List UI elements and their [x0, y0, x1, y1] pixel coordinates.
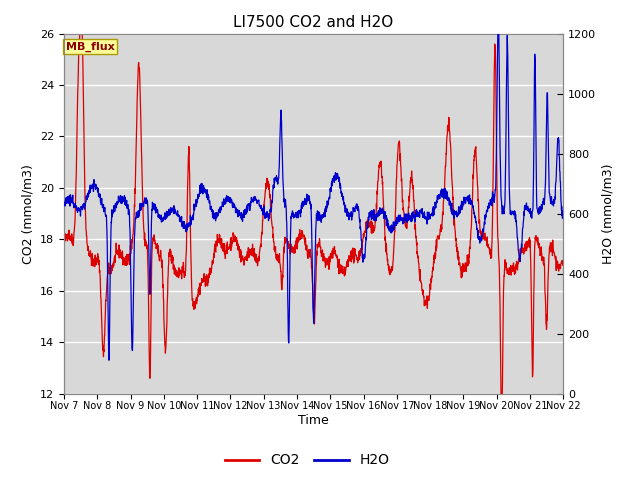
H2O — [545, 190, 553, 195]
H2O — [454, 210, 461, 216]
H2O — [303, 192, 311, 197]
H2O — [86, 190, 93, 196]
CO2 — [77, 14, 84, 20]
Text: MB_flux: MB_flux — [66, 41, 115, 51]
CO2 — [60, 239, 68, 245]
H2O — [60, 202, 68, 208]
CO2 — [545, 251, 553, 256]
Title: LI7500 CO2 and H2O: LI7500 CO2 and H2O — [234, 15, 394, 30]
Y-axis label: H2O (mmol/m3): H2O (mmol/m3) — [602, 163, 615, 264]
CO2 — [559, 261, 567, 266]
CO2 — [290, 244, 298, 250]
H2O — [495, 16, 502, 22]
Legend: CO2, H2O: CO2, H2O — [219, 448, 396, 473]
Line: H2O: H2O — [64, 19, 563, 360]
H2O — [545, 177, 553, 183]
Y-axis label: CO2 (mmol/m3): CO2 (mmol/m3) — [22, 164, 35, 264]
Line: CO2: CO2 — [64, 17, 563, 394]
H2O — [559, 211, 567, 216]
H2O — [105, 357, 113, 363]
X-axis label: Time: Time — [298, 414, 329, 427]
CO2 — [86, 253, 93, 259]
H2O — [290, 215, 298, 221]
CO2 — [303, 248, 311, 253]
CO2 — [545, 252, 553, 258]
CO2 — [497, 391, 505, 396]
CO2 — [454, 248, 461, 254]
